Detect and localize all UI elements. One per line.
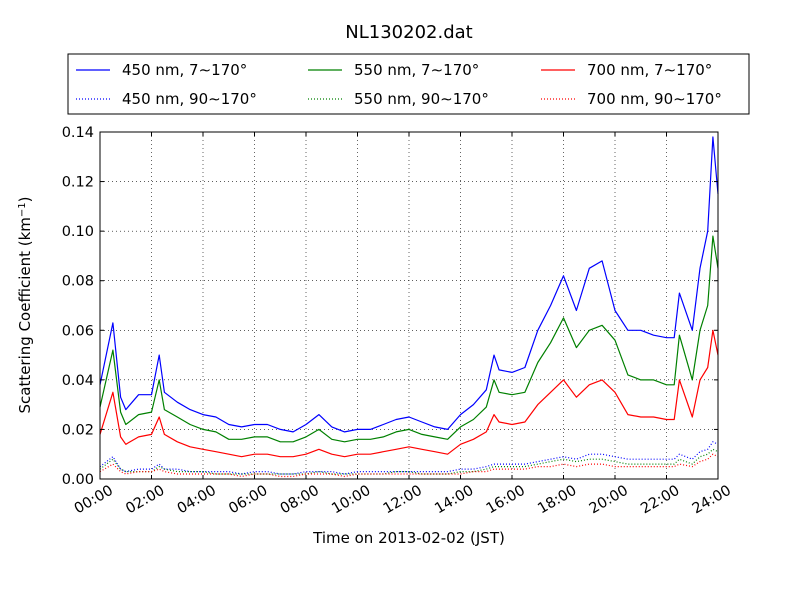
series-line xyxy=(99,453,719,478)
y-axis-label-suffix: ) xyxy=(16,196,34,202)
y-tick-labels: 0.00 0.02 0.04 0.06 0.08 0.10 0.12 0.14 xyxy=(62,125,94,488)
series-line xyxy=(99,329,719,458)
y-tick-label: 0.06 xyxy=(62,323,94,339)
series-line xyxy=(99,136,719,433)
tick-marks xyxy=(99,131,719,480)
legend-label: 550 nm, 90∼170° xyxy=(354,90,489,108)
y-tick-label: 0.10 xyxy=(62,224,94,240)
legend-label: 450 nm, 90∼170° xyxy=(122,90,257,108)
plot-area xyxy=(99,131,719,480)
plot-background xyxy=(100,132,718,479)
y-axis-label: Scattering Coefficient (km−1) xyxy=(16,196,34,413)
y-tick-label: 0.04 xyxy=(62,373,94,389)
legend-label: 700 nm, 90∼170° xyxy=(587,90,722,108)
legend: 450 nm, 7∼170° 550 nm, 7∼170° 700 nm, 7∼17… xyxy=(67,53,750,115)
y-tick-label: 0.00 xyxy=(62,472,94,488)
legend-label: 700 nm, 7∼170° xyxy=(587,61,712,79)
x-axis-label: Time on 2013-02-02 (JST) xyxy=(312,529,505,547)
y-tick-label: 0.02 xyxy=(62,422,94,438)
legend-label: 450 nm, 7∼170° xyxy=(122,61,247,79)
series-line xyxy=(99,235,719,443)
y-axis-label-main: Scattering Coefficient (km xyxy=(16,217,34,413)
legend-label: 550 nm, 7∼170° xyxy=(354,61,479,79)
chart-title: NL130202.dat xyxy=(345,22,472,43)
y-axis-label-exponent: −1 xyxy=(17,202,28,217)
series-line xyxy=(99,448,719,475)
series-lines xyxy=(99,136,719,478)
y-tick-label: 0.14 xyxy=(62,125,94,141)
legend-frame xyxy=(67,53,750,115)
y-tick-label: 0.08 xyxy=(62,274,94,290)
legend-entries: 450 nm, 7∼170° 550 nm, 7∼170° 700 nm, 7∼17… xyxy=(76,61,722,108)
y-tick-label: 0.12 xyxy=(62,175,94,191)
